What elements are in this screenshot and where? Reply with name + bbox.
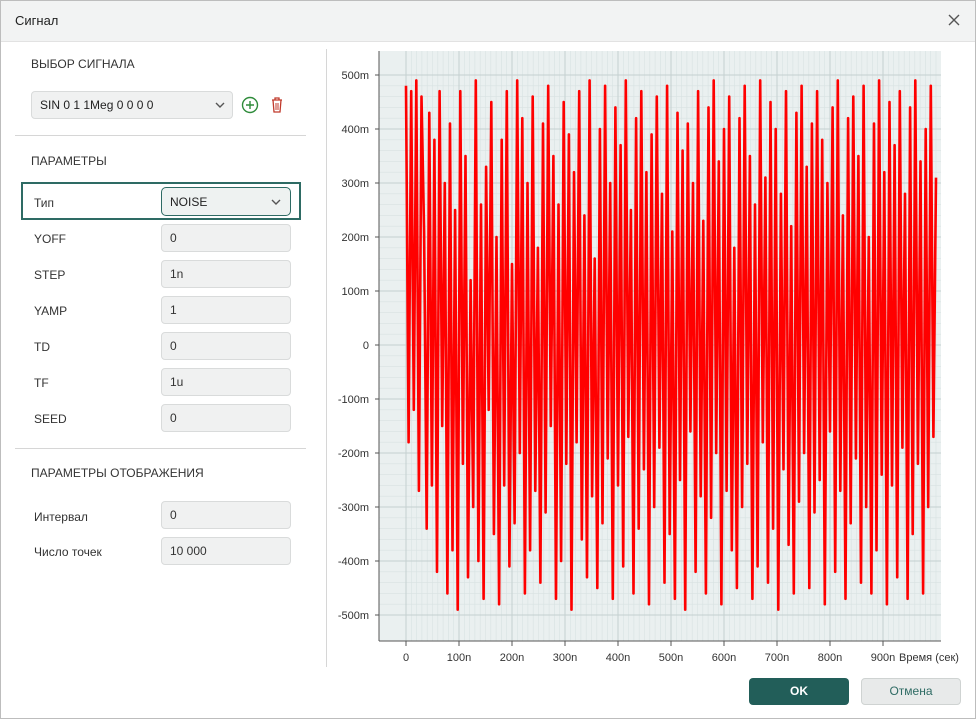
type-label: Тип: [34, 196, 55, 210]
y-tick-label: 300m: [341, 178, 369, 190]
add-signal-icon[interactable]: [240, 95, 260, 115]
x-tick-label: 500n: [659, 652, 683, 664]
y-tick-label: -400m: [338, 556, 369, 568]
title-bar: Сигнал: [1, 1, 975, 42]
series-line: [404, 79, 938, 611]
step-label: STEP: [34, 268, 66, 282]
signal-select-dropdown[interactable]: SIN 0 1 1Meg 0 0 0 0: [31, 91, 233, 119]
cancel-button[interactable]: Отмена: [861, 678, 961, 705]
interval-label: Интервал: [34, 510, 88, 524]
type-select[interactable]: NOISE: [161, 187, 291, 216]
x-tick-label: 200n: [500, 652, 524, 664]
tf-label: TF: [34, 376, 49, 390]
x-tick-label: 800n: [818, 652, 842, 664]
ok-button[interactable]: OK: [749, 678, 849, 705]
yamp-input[interactable]: 1: [161, 296, 291, 324]
y-tick-label: -200m: [338, 448, 369, 460]
chevron-down-icon: [271, 199, 281, 205]
x-tick-label: 400n: [606, 652, 630, 664]
x-tick-label: 100n: [447, 652, 471, 664]
signal-chart: 0 100n 200n 300n 400n 500n 600n 700n 800n 900n Вре…: [338, 51, 959, 664]
chevron-down-icon: [215, 102, 225, 108]
delete-signal-icon[interactable]: [267, 95, 287, 115]
y-tick-label: 500m: [341, 70, 369, 82]
yoff-label: YOFF: [34, 232, 66, 246]
y-tick-label: 200m: [341, 232, 369, 244]
type-select-value: NOISE: [170, 195, 208, 209]
yoff-input[interactable]: 0: [161, 224, 291, 252]
display-params-title: ПАРАМЕТРЫ ОТОБРАЖЕНИЯ: [31, 466, 204, 480]
separator: [15, 135, 306, 136]
td-label: TD: [34, 340, 50, 354]
y-tick-label: 0: [363, 340, 369, 352]
params-title: ПАРАМЕТРЫ: [31, 154, 107, 168]
signal-select-value: SIN 0 1 1Meg 0 0 0 0: [40, 98, 154, 112]
window-title: Сигнал: [15, 13, 59, 28]
separator: [15, 448, 306, 449]
points-label: Число точек: [34, 545, 102, 559]
x-tick-label: 600n: [712, 652, 736, 664]
step-input[interactable]: 1n: [161, 260, 291, 288]
points-input[interactable]: 10 000: [161, 537, 291, 565]
x-tick-label: 700n: [765, 652, 789, 664]
vertical-separator: [326, 49, 327, 667]
y-tick-label: -500m: [338, 610, 369, 622]
x-tick-label: 900n: [871, 652, 895, 664]
x-axis-label: Время (сек): [899, 652, 959, 664]
yamp-label: YAMP: [34, 304, 68, 318]
close-icon[interactable]: [943, 9, 965, 31]
tf-input[interactable]: 1u: [161, 368, 291, 396]
x-tick-label: 300n: [553, 652, 577, 664]
seed-input[interactable]: 0: [161, 404, 291, 432]
signal-select-title: ВЫБОР СИГНАЛА: [31, 57, 135, 71]
interval-input[interactable]: 0: [161, 501, 291, 529]
y-tick-label: -100m: [338, 394, 369, 406]
type-row-highlight: [21, 182, 301, 220]
y-tick-label: 400m: [341, 124, 369, 136]
y-tick-label: 100m: [341, 286, 369, 298]
y-tick-label: -300m: [338, 502, 369, 514]
x-tick-label: 0: [403, 652, 409, 664]
seed-label: SEED: [34, 412, 67, 426]
td-input[interactable]: 0: [161, 332, 291, 360]
